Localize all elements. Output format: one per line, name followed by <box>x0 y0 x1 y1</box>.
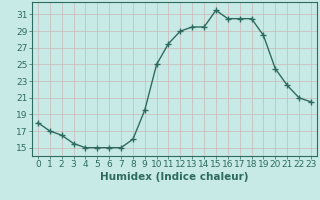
X-axis label: Humidex (Indice chaleur): Humidex (Indice chaleur) <box>100 172 249 182</box>
